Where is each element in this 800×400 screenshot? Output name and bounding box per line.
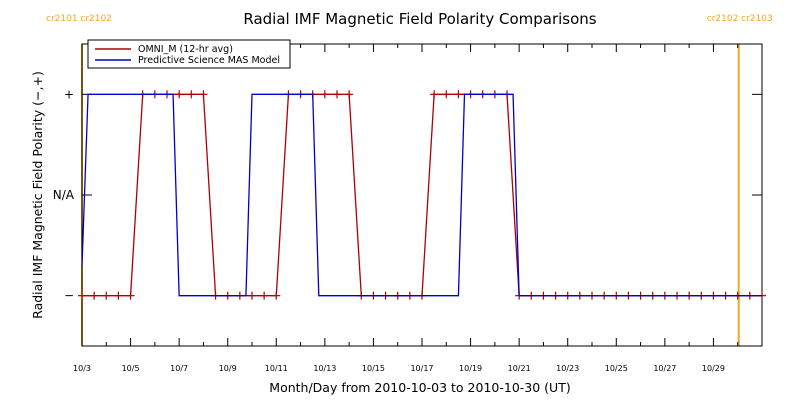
data-point-omni: [102, 291, 111, 300]
x-tick-label: 10/11: [265, 364, 288, 373]
data-point-omni: [260, 291, 269, 300]
x-tick-label: 10/15: [362, 364, 385, 373]
data-point-omni: [345, 90, 354, 99]
series-layer: [78, 90, 766, 300]
series-line-mas: [81, 93, 762, 297]
x-axis: 10/3 10/5 10/7 10/9 10/11 10/13 10/15 10/17 10/1…: [73, 44, 739, 373]
data-point-omni: [199, 90, 208, 99]
data-point-omni: [454, 90, 463, 99]
legend-label-omni: OMNI_M (12-hr avg): [138, 44, 233, 55]
x-tick-label: 10/3: [73, 364, 91, 373]
data-point-omni: [430, 90, 439, 99]
carrington-marker-label: cr2102 cr2103: [707, 14, 773, 24]
legend-box: [87, 39, 291, 69]
data-point-omni: [320, 90, 329, 99]
data-point-omni: [78, 291, 86, 300]
x-tick-label: 10/29: [702, 364, 725, 373]
chart-title: Radial IMF Magnetic Field Polarity Compa…: [243, 10, 596, 28]
x-tick-label: 10/19: [459, 364, 482, 373]
plot-frame: [81, 43, 763, 347]
data-point-omni: [114, 291, 123, 300]
x-tick-label: 10/7: [170, 364, 188, 373]
carrington-marker-label: cr2101 cr2102: [46, 14, 112, 24]
legend-label-mas: Predictive Science MAS Model: [138, 55, 280, 66]
y-tick-label: N/A: [53, 188, 75, 202]
data-point-omni: [126, 291, 135, 300]
x-tick-label: 10/23: [556, 364, 579, 373]
legend: OMNI_M (12-hr avg) Predictive Science MA…: [87, 39, 291, 69]
y-axis-label: Radial IMF Magnetic Field Polarity (−,+): [30, 71, 45, 319]
data-point-omni: [272, 291, 281, 300]
data-point-omni: [175, 90, 184, 99]
x-tick-label: 10/17: [410, 364, 433, 373]
x-tick-label: 10/9: [219, 364, 237, 373]
x-tick-label: 10/5: [122, 364, 140, 373]
series-line-omni: [82, 93, 762, 297]
x-tick-label: 10/25: [605, 364, 628, 373]
data-point-omni: [90, 291, 99, 300]
x-tick-label: 10/13: [313, 364, 336, 373]
data-point-omni: [187, 90, 196, 99]
y-tick-label: −: [64, 289, 74, 303]
data-point-omni: [248, 291, 256, 300]
y-axis: + N/A −: [53, 87, 762, 303]
data-point-omni: [442, 90, 451, 99]
data-point-omni: [333, 90, 341, 99]
x-tick-label: 10/27: [653, 364, 676, 373]
x-tick-label: 10/21: [508, 364, 531, 373]
x-axis-label: Month/Day from 2010-10-03 to 2010-10-30 …: [269, 380, 570, 395]
y-tick-label: +: [64, 87, 74, 101]
